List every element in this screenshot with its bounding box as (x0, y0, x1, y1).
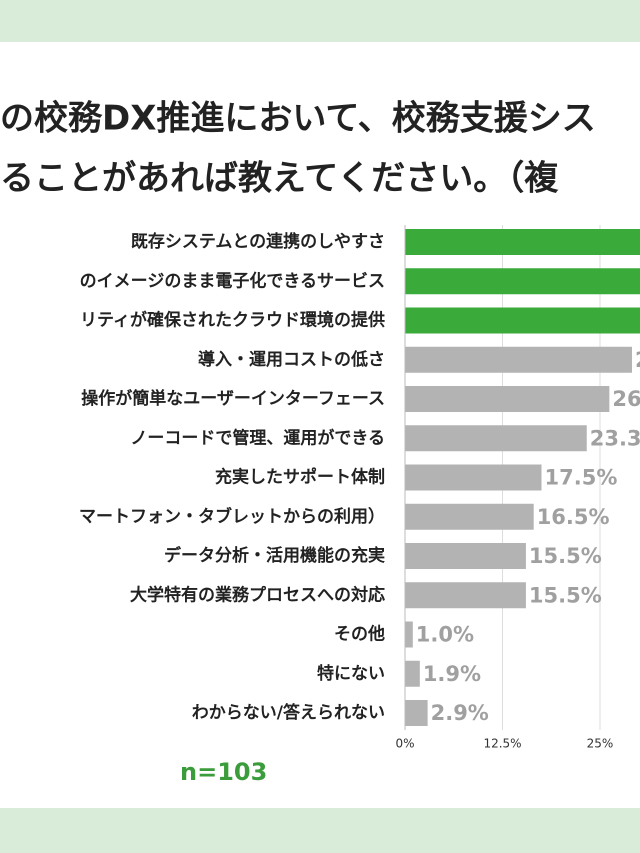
bar (405, 621, 413, 648)
category-label: その他 (334, 624, 385, 645)
bar (405, 229, 640, 255)
category-label: ノーコードで管理、運用ができる (130, 427, 385, 448)
bar (405, 307, 640, 334)
category-label: 特にない (317, 663, 385, 684)
bar (405, 582, 526, 609)
bar (405, 464, 542, 491)
panel (0, 42, 640, 808)
category-label: 操作が簡単なユーザーインターフェース (81, 388, 385, 409)
bar (405, 386, 610, 412)
category-label: わからない/答えられない (192, 702, 385, 723)
value-label: 29.1% (635, 348, 640, 372)
x-tick-label: 25% (587, 737, 614, 751)
bar (405, 700, 428, 726)
x-tick-label: 0% (395, 737, 414, 751)
x-tick-label: 12.5% (483, 737, 521, 751)
bar (405, 660, 420, 687)
value-label: 23.3% (590, 426, 640, 450)
category-label: データ分析・活用機能の充実 (164, 545, 385, 566)
category-label: のイメージのまま電子化できるサービス (80, 270, 385, 291)
chart-title: ることがあれば教えてください。（複 (0, 159, 559, 199)
value-label: 1.0% (416, 623, 474, 647)
bar (405, 425, 587, 452)
category-label: マートフォン・タブレットからの利用） (79, 506, 385, 527)
value-label: 16.5% (537, 505, 610, 529)
sample-size: n=103 (180, 758, 267, 786)
category-label: 既存システムとの連携のしやすさ (131, 231, 385, 252)
bar (405, 346, 632, 373)
value-label: 15.5% (529, 583, 602, 607)
category-label: 大学特有の業務プロセスへの対応 (130, 584, 385, 605)
category-label: リティが確保されたクラウド環境の提供 (80, 310, 385, 331)
value-label: 2.9% (431, 701, 489, 725)
category-label: 導入・運用コストの低さ (198, 349, 385, 370)
value-label: 17.5% (545, 466, 618, 490)
value-label: 26.2% (612, 387, 640, 411)
value-label: 15.5% (529, 544, 602, 568)
category-label: 充実したサポート体制 (215, 467, 385, 488)
bar (405, 503, 534, 530)
bar (405, 543, 526, 569)
value-label: 1.9% (423, 662, 481, 686)
bar (405, 268, 640, 295)
chart-title: の校務DX推進において、校務支援シス (0, 99, 596, 139)
